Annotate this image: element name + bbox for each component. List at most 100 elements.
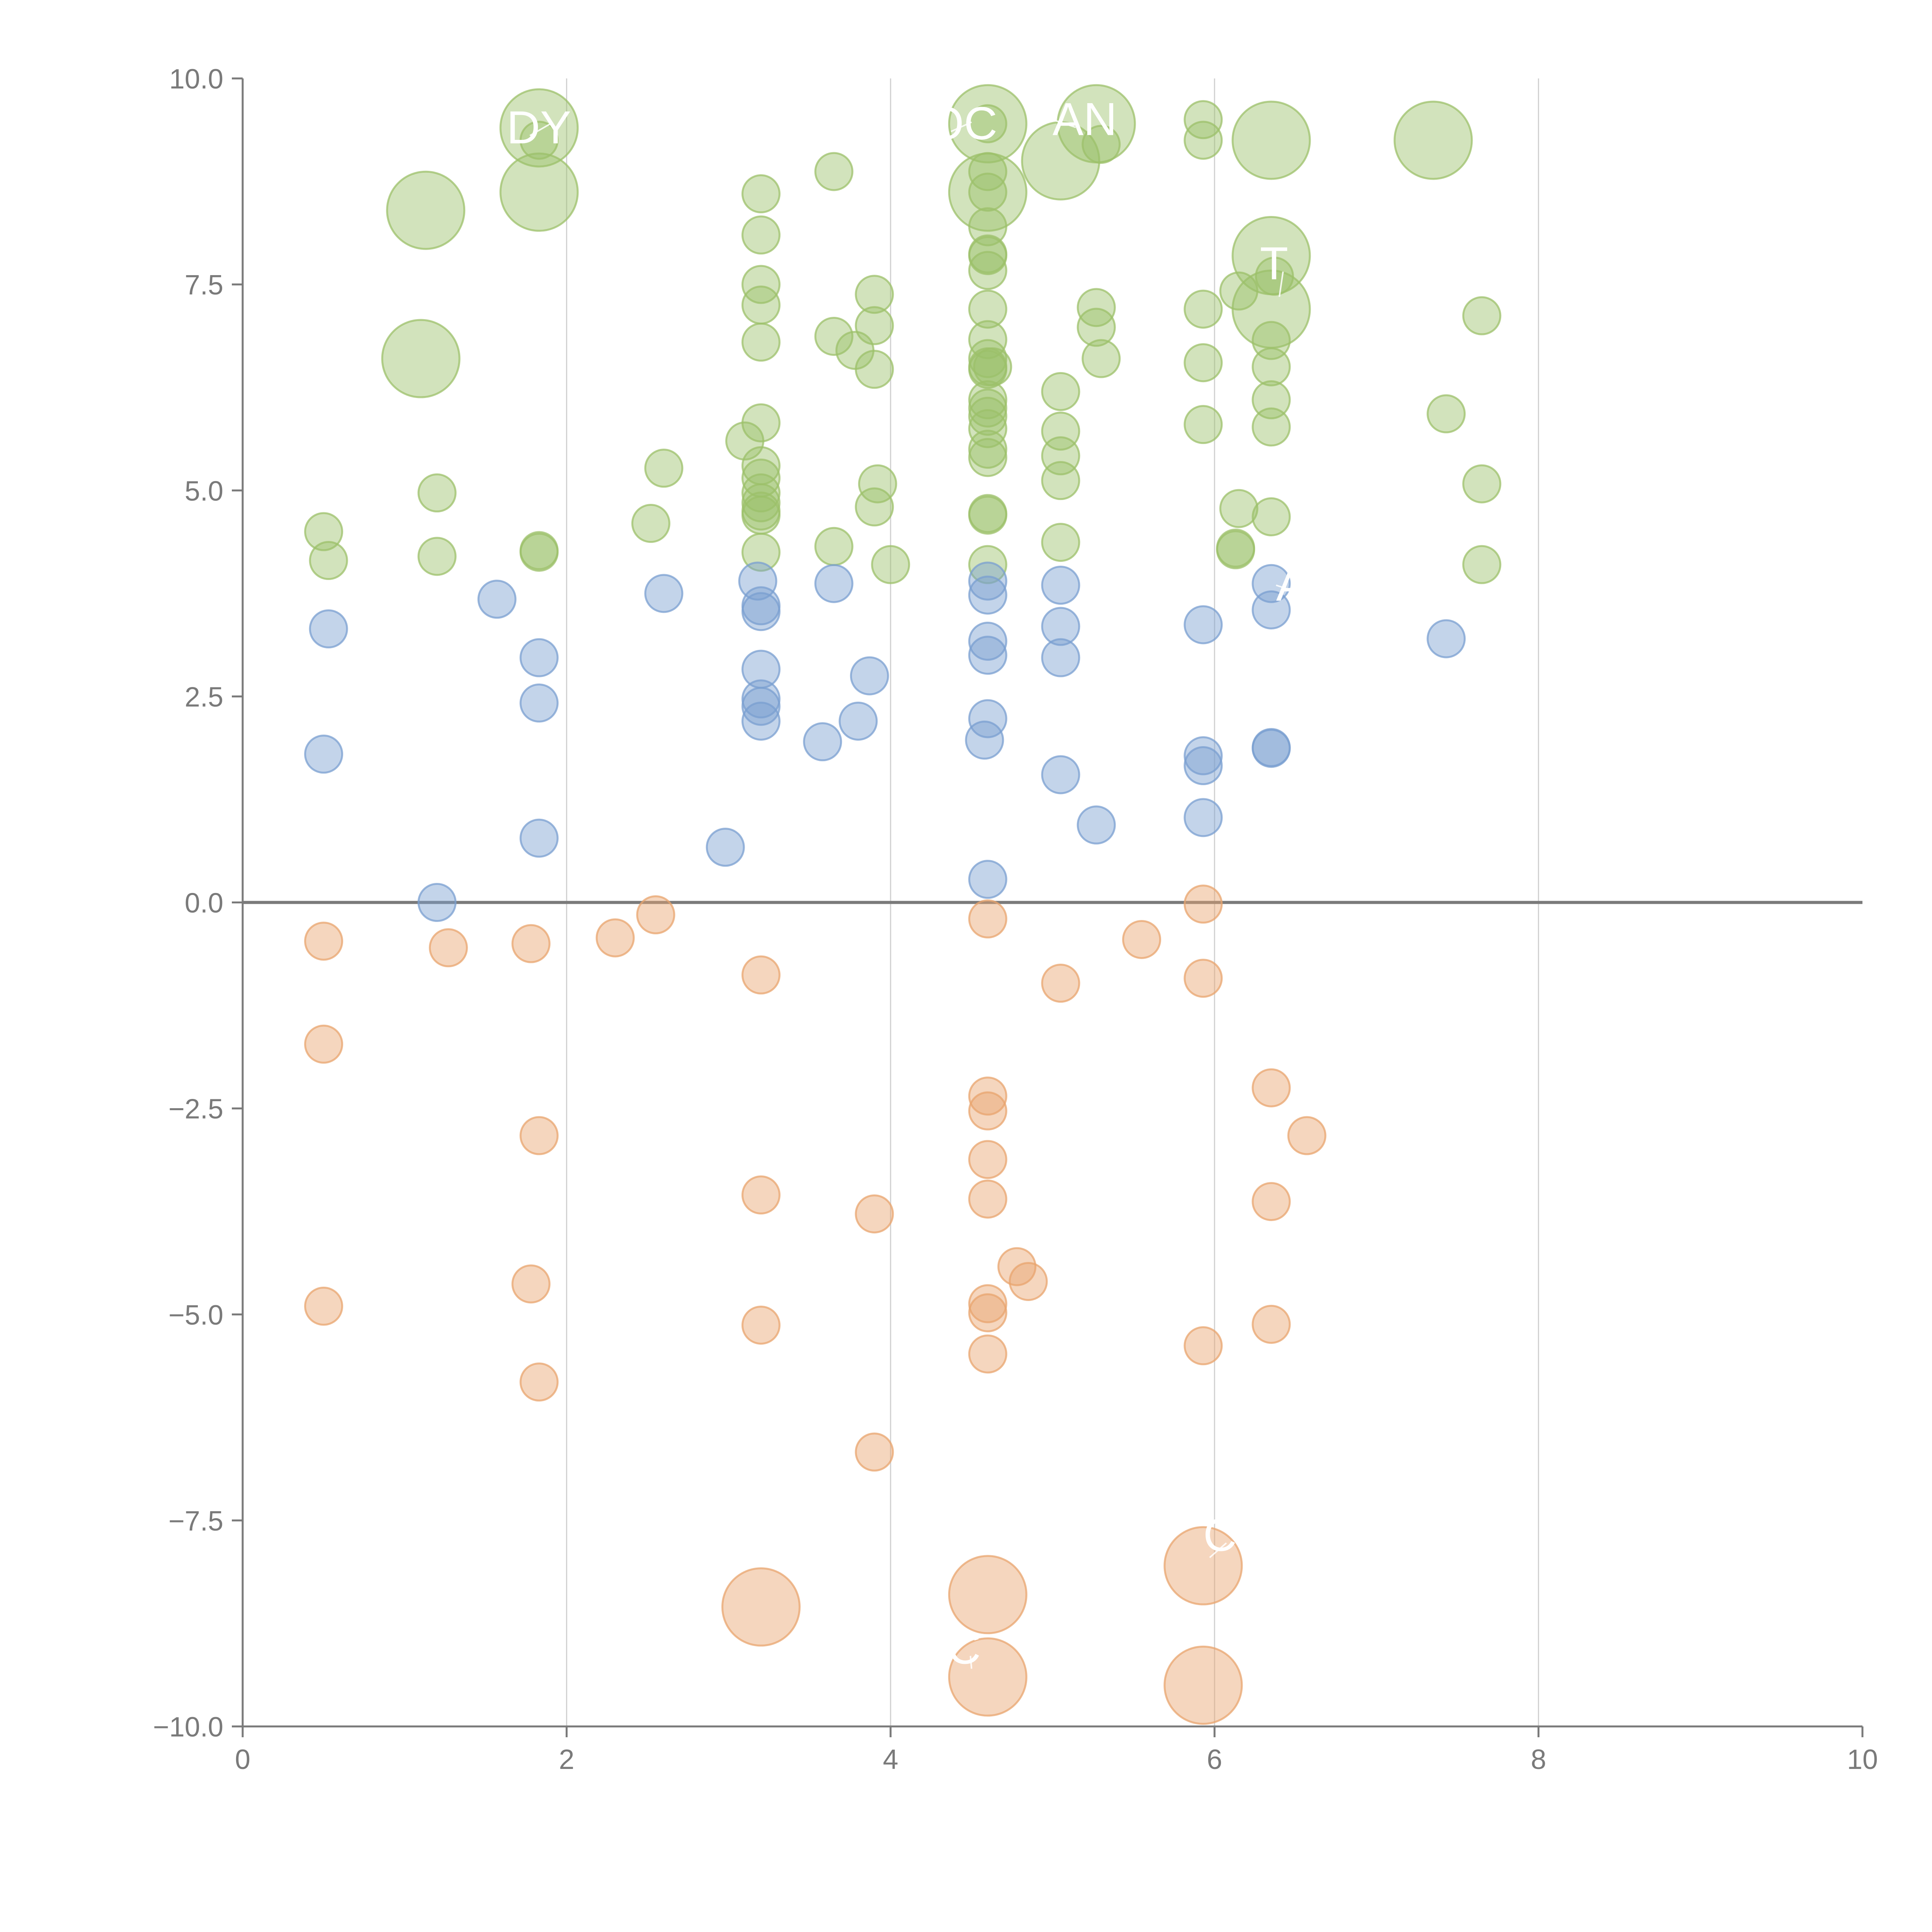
top-bubble	[968, 289, 1007, 329]
top-bubble	[1231, 100, 1311, 180]
bottom-bubble	[1252, 1182, 1291, 1221]
top-bubble	[1462, 464, 1502, 503]
top-bubble	[968, 172, 1007, 212]
top-bubble	[968, 380, 1007, 420]
bottom-bubble	[595, 918, 635, 957]
top-bubble	[1462, 296, 1502, 335]
middle-bubble	[519, 638, 559, 677]
top-bubble	[858, 464, 897, 503]
middle-bubble	[706, 828, 745, 867]
bottom-bubble	[968, 1334, 1007, 1374]
middle-bubble	[1041, 607, 1080, 646]
top-bubble	[968, 236, 1007, 275]
annotation-leader	[529, 123, 551, 136]
bottom-bubble	[1287, 1116, 1327, 1155]
annotation-leader	[1052, 119, 1076, 128]
annotation-leader	[1276, 584, 1300, 594]
data-points	[304, 84, 1502, 1725]
y-tick-label: 2.5	[185, 682, 223, 713]
bottom-bubble	[741, 1175, 781, 1215]
bottom-bubble	[968, 1179, 1007, 1219]
middle-bubble	[814, 564, 854, 603]
middle-bubble	[1184, 736, 1223, 776]
top-bubble	[1077, 308, 1116, 347]
y-tick-label: −7.5	[168, 1506, 223, 1537]
middle-bubble	[1041, 565, 1080, 605]
top-bubble	[644, 449, 684, 488]
bottom-bubble	[1252, 1304, 1291, 1344]
annotation-label: C	[947, 1622, 981, 1673]
bottom-bubble	[968, 1284, 1007, 1323]
bottom-bubble	[1184, 1326, 1223, 1366]
annotation-label: DY	[507, 102, 571, 153]
top-bubble	[968, 438, 1007, 477]
middle-bubble	[309, 609, 348, 649]
annotation-label: OC	[928, 97, 997, 149]
y-tick-label: 5.0	[185, 476, 223, 507]
top-bubble	[871, 545, 910, 584]
middle-bubble	[803, 722, 842, 762]
top-bubble	[1219, 271, 1259, 311]
bottom-bubble	[721, 1567, 801, 1647]
middle-bubble	[741, 701, 781, 741]
middle-bubble	[1077, 805, 1116, 845]
middle-bubble	[1041, 638, 1080, 677]
top-bubble	[304, 512, 344, 551]
y-tick-label: 10.0	[169, 64, 223, 95]
top-bubble	[417, 537, 457, 576]
top-bubble	[1427, 394, 1466, 434]
middle-bubble	[1252, 729, 1291, 768]
top-bubble	[814, 152, 854, 191]
top-bubble	[1184, 100, 1223, 139]
top-bubble	[741, 532, 781, 572]
x-tick-label: 0	[235, 1744, 250, 1775]
y-tick-label: −10.0	[153, 1712, 223, 1743]
top-bubble	[948, 84, 1027, 163]
top-bubble	[1252, 497, 1291, 536]
middle-bubble	[850, 656, 889, 696]
annotation-label: AN	[1053, 94, 1117, 145]
middle-bubble	[838, 701, 878, 741]
top-bubble	[381, 319, 461, 398]
y-tick-label: −5.0	[168, 1300, 223, 1331]
bottom-bubble	[511, 924, 551, 963]
top-bubble	[741, 403, 781, 442]
bottom-bubble	[968, 1293, 1007, 1332]
top-bubble	[855, 350, 894, 389]
bottom-bubble	[855, 1194, 894, 1234]
top-bubble	[519, 121, 559, 160]
bottom-bubble	[304, 1024, 344, 1064]
annotation-label: T	[1260, 238, 1288, 289]
middle-bubble	[741, 687, 781, 726]
bottom-bubble	[968, 899, 1007, 939]
top-bubble	[1041, 523, 1080, 562]
top-bubble	[973, 347, 1012, 386]
middle-bubble	[968, 699, 1007, 738]
x-tick-label: 8	[1531, 1744, 1546, 1775]
top-bubble	[741, 174, 781, 214]
y-tick-label: −2.5	[168, 1094, 223, 1125]
x-tick-label: 10	[1847, 1744, 1878, 1775]
x-tick-label: 2	[559, 1744, 574, 1775]
top-bubble	[417, 473, 457, 513]
middle-bubble	[738, 561, 777, 601]
bottom-bubble	[1041, 963, 1080, 1003]
top-bubble	[741, 285, 781, 325]
top-bubble	[968, 251, 1007, 290]
y-tick-label: 7.5	[185, 270, 223, 301]
top-bubble	[1255, 257, 1294, 296]
top-bubble	[968, 207, 1007, 247]
top-bubble	[741, 215, 781, 255]
x-tick-label: 6	[1207, 1744, 1222, 1775]
top-bubble	[968, 495, 1007, 535]
top-bubble	[741, 495, 781, 535]
top-bubble	[499, 88, 579, 168]
bottom-bubble	[511, 1264, 551, 1304]
annotation-leader	[969, 1656, 973, 1669]
top-bubble	[741, 483, 781, 522]
top-bubble	[1462, 545, 1502, 584]
middle-bubble	[519, 818, 559, 858]
top-bubble	[855, 275, 894, 314]
middle-bubble	[968, 636, 1007, 675]
middle-bubble	[417, 883, 457, 922]
